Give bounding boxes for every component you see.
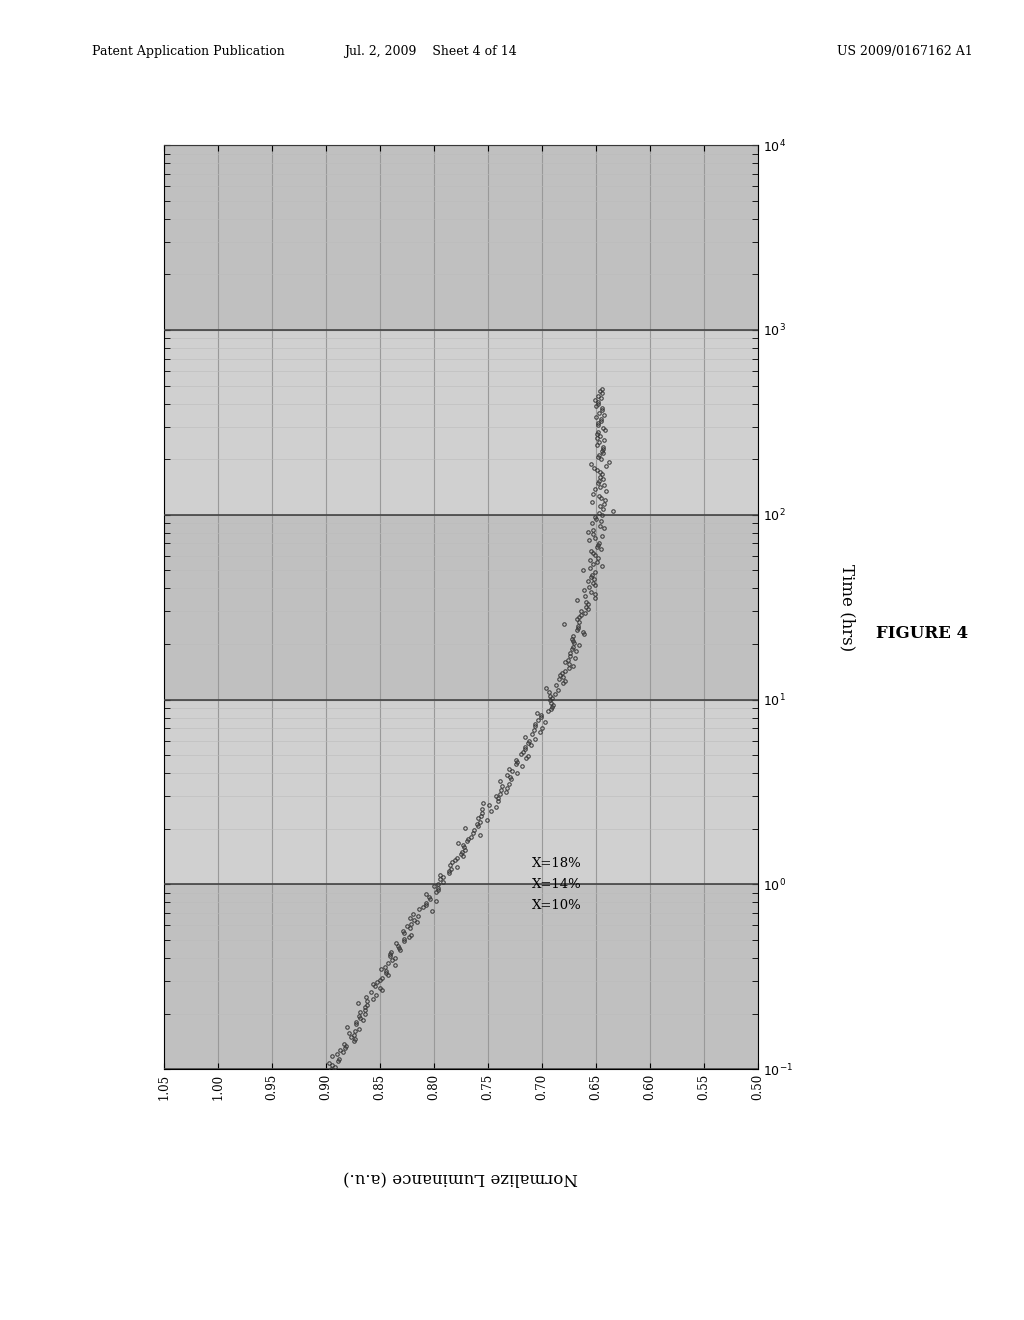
Text: Jul. 2, 2009    Sheet 4 of 14: Jul. 2, 2009 Sheet 4 of 14: [344, 45, 516, 58]
Bar: [164, 515, 758, 700]
Y-axis label: Time (hrs): Time (hrs): [839, 564, 855, 651]
Bar: [164, 330, 758, 515]
X-axis label: Normalize Luminance (a.u.): Normalize Luminance (a.u.): [343, 1170, 579, 1187]
Text: US 2009/0167162 A1: US 2009/0167162 A1: [837, 45, 973, 58]
Bar: [164, 884, 758, 1069]
Text: Patent Application Publication: Patent Application Publication: [92, 45, 285, 58]
Text: X=18%
X=14%
X=10%: X=18% X=14% X=10%: [532, 857, 582, 912]
Bar: [164, 700, 758, 884]
Text: FIGURE 4: FIGURE 4: [876, 626, 968, 642]
